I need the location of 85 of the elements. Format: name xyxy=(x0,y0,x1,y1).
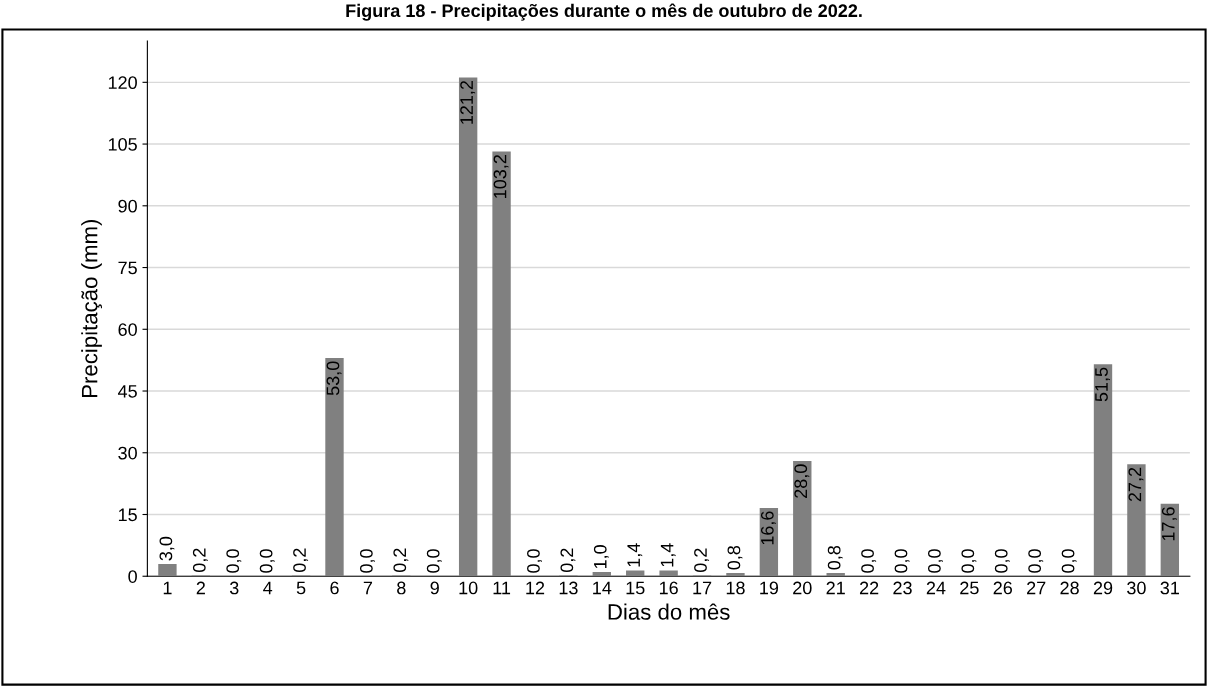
data-label: 0,0 xyxy=(1061,549,1077,573)
data-label: 0,0 xyxy=(961,549,977,573)
y-tick-label: 120 xyxy=(108,76,137,90)
x-tick-label: 23 xyxy=(893,581,912,595)
data-label: 1,4 xyxy=(627,543,643,567)
bar xyxy=(1093,364,1113,577)
data-label: 0,2 xyxy=(293,548,309,573)
bar xyxy=(458,77,478,577)
data-label: 28,0 xyxy=(794,464,810,498)
x-tick-label: 2 xyxy=(196,581,205,595)
data-label: 0,0 xyxy=(994,549,1010,573)
y-axis-title: Precipitação (mm) xyxy=(81,219,102,398)
data-label: 0,0 xyxy=(259,549,275,573)
y-tick-label: 90 xyxy=(118,199,137,213)
data-label: 0,8 xyxy=(827,545,843,570)
data-label: 3,0 xyxy=(159,536,175,561)
data-label: 0,0 xyxy=(426,549,442,573)
x-tick-label: 27 xyxy=(1027,581,1046,595)
y-tick-label: 105 xyxy=(108,137,137,151)
x-tick-label: 31 xyxy=(1160,581,1179,595)
y-tick-label: 30 xyxy=(118,446,137,460)
data-label: 0,2 xyxy=(560,548,576,573)
data-label: 53,0 xyxy=(326,361,342,396)
x-tick-label: 20 xyxy=(793,581,812,595)
bar xyxy=(592,572,611,577)
x-tick-label: 24 xyxy=(926,581,946,595)
x-tick-label: 17 xyxy=(693,581,712,595)
x-tick-label: 9 xyxy=(430,581,439,595)
x-tick-label: 4 xyxy=(263,581,273,595)
data-label: 1,4 xyxy=(660,543,676,567)
bar xyxy=(158,563,177,577)
data-label: 0,2 xyxy=(192,548,208,573)
y-tick-label: 45 xyxy=(117,385,137,398)
data-label: 17,6 xyxy=(1161,507,1177,541)
bar xyxy=(726,572,745,577)
y-tick-label: 60 xyxy=(118,323,137,336)
x-tick-label: 21 xyxy=(826,581,845,595)
data-label: 103,2 xyxy=(493,155,509,198)
x-tick-label: 5 xyxy=(296,581,306,595)
x-axis-title: Dias do mês xyxy=(608,603,730,620)
chart-title: Figura 18 - Precipitações durante o mês de outubro de 2022. xyxy=(346,3,862,21)
x-tick-label: 18 xyxy=(726,581,745,595)
bar xyxy=(793,460,812,577)
bar xyxy=(325,358,344,577)
data-label: 27,2 xyxy=(1128,467,1144,502)
x-tick-label: 26 xyxy=(993,581,1013,595)
data-label: 0,0 xyxy=(1028,549,1044,573)
data-label: 1,0 xyxy=(593,545,609,569)
x-tick-label: 12 xyxy=(526,581,545,595)
x-tick-label: 3 xyxy=(229,581,239,595)
data-label: 0,0 xyxy=(527,549,542,573)
data-label: 0,2 xyxy=(694,548,710,573)
x-tick-label: 28 xyxy=(1060,581,1079,595)
x-tick-label: 14 xyxy=(593,581,612,595)
x-tick-label: 13 xyxy=(559,581,578,595)
data-label: 51,5 xyxy=(1095,367,1110,402)
x-tick-label: 22 xyxy=(859,581,879,595)
bar xyxy=(659,570,678,577)
data-label: 0,0 xyxy=(226,549,242,573)
x-tick-label: 25 xyxy=(960,581,979,595)
y-tick-label: 75 xyxy=(118,261,137,275)
x-tick-label: 11 xyxy=(493,581,511,595)
x-tick-label: 15 xyxy=(626,581,645,595)
x-tick-label: 8 xyxy=(397,581,406,595)
x-tick-label: 10 xyxy=(459,581,478,595)
x-tick-label: 6 xyxy=(330,581,339,595)
x-tick-label: 1 xyxy=(163,581,172,595)
y-tick-label: 0 xyxy=(128,570,137,583)
x-tick-label: 29 xyxy=(1093,581,1113,595)
bar xyxy=(626,570,645,577)
x-tick-label: 30 xyxy=(1127,581,1146,595)
y-tick-label: 15 xyxy=(118,508,137,522)
data-label: 0,0 xyxy=(861,549,877,573)
data-label: 16,6 xyxy=(760,511,776,545)
x-tick-label: 19 xyxy=(760,581,779,595)
bar xyxy=(492,151,511,577)
data-label: 0,2 xyxy=(393,548,409,573)
x-tick-label: 7 xyxy=(363,581,373,595)
bar xyxy=(1127,464,1146,577)
data-label: 0,0 xyxy=(928,549,943,573)
data-label: 0,0 xyxy=(894,549,910,573)
data-label: 121,2 xyxy=(460,80,476,124)
data-label: 0,8 xyxy=(727,545,743,570)
data-label: 0,0 xyxy=(359,549,375,573)
x-tick-label: 16 xyxy=(659,581,678,595)
